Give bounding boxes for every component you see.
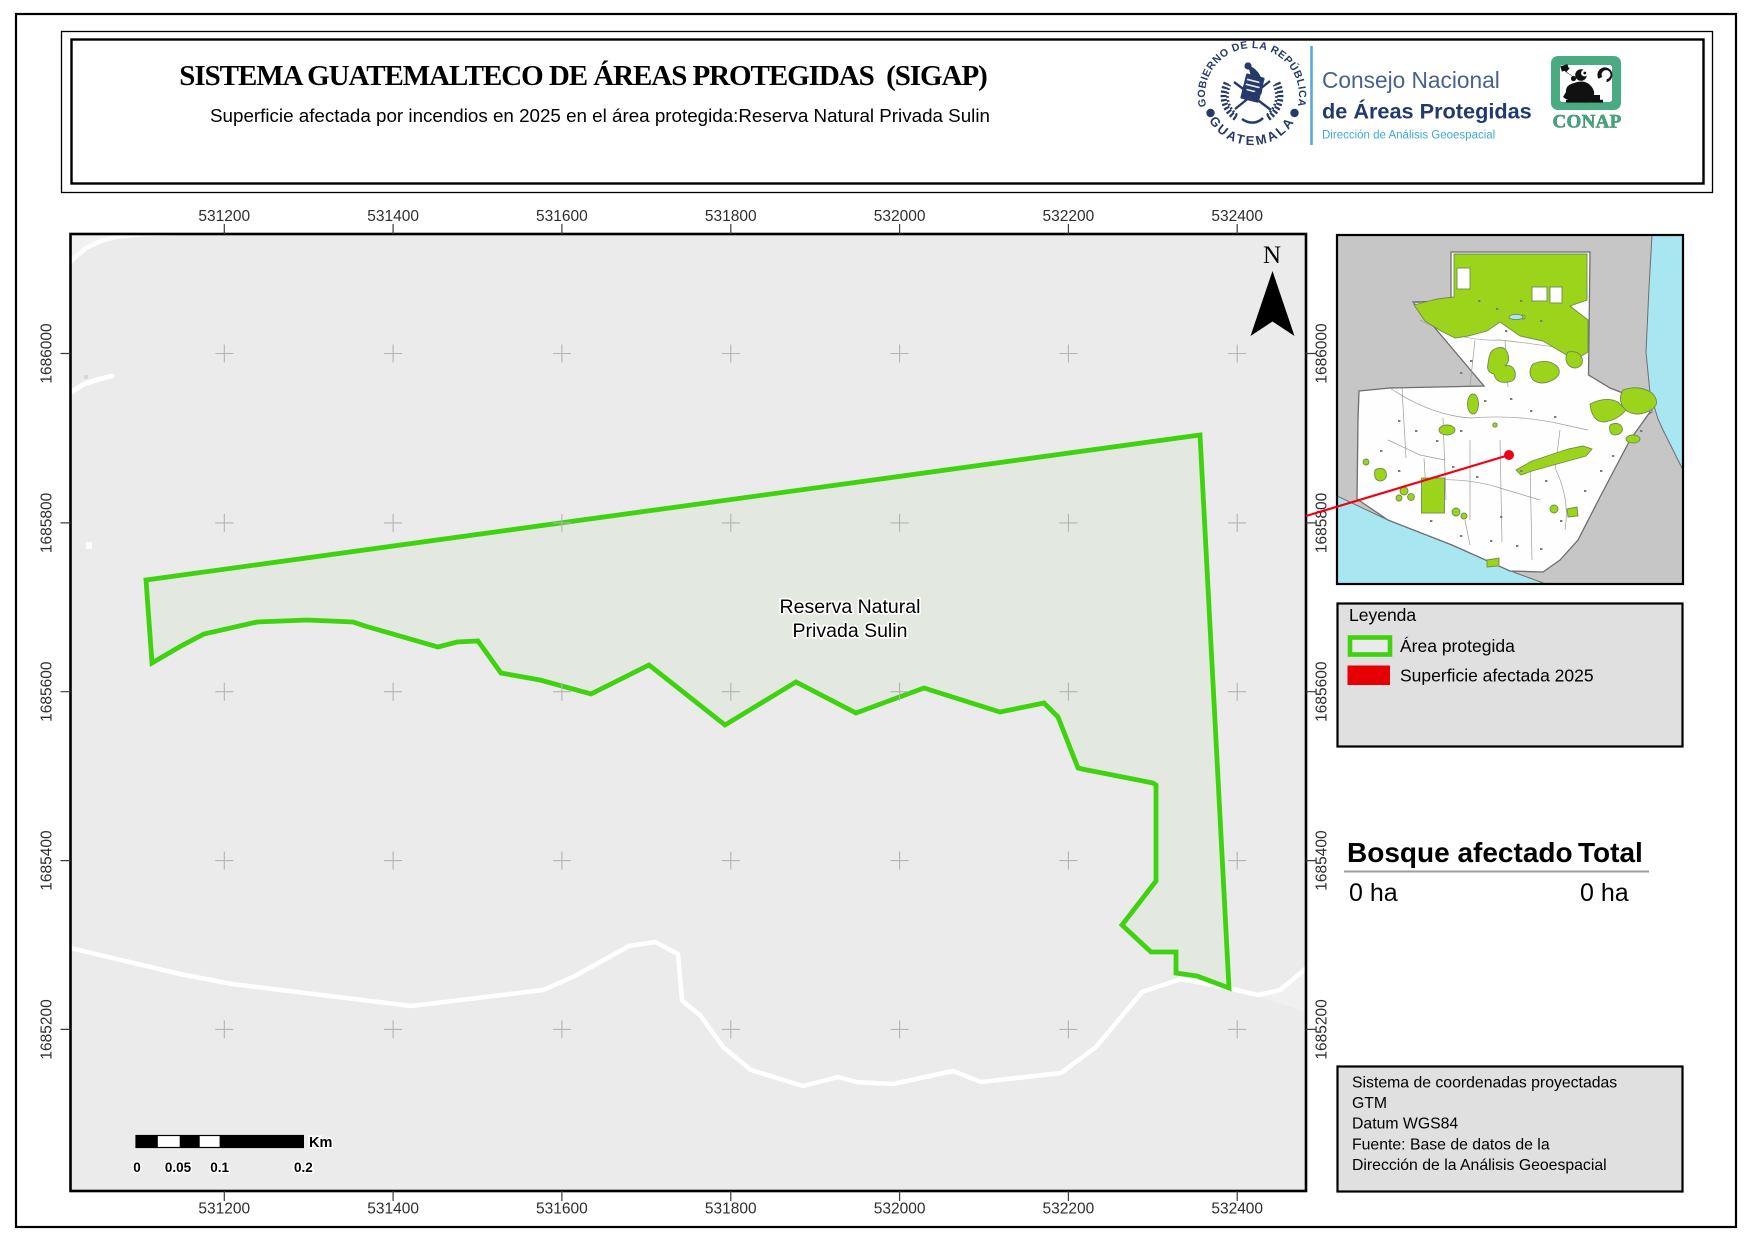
svg-text:Dirección de Análisis Geoespac: Dirección de Análisis Geoespacial (1322, 130, 1495, 142)
svg-text:N: N (1263, 242, 1281, 269)
svg-text:SISTEMA GUATEMALTECO DE ÁREAS: SISTEMA GUATEMALTECO DE ÁREAS PROTEGIDAS… (179, 59, 987, 92)
svg-text:1685200: 1685200 (1314, 999, 1331, 1060)
svg-text:1685600: 1685600 (1314, 661, 1331, 722)
svg-text:532200: 532200 (1043, 208, 1095, 225)
svg-text:531800: 531800 (705, 1201, 757, 1218)
svg-text:Privada Sulin: Privada Sulin (793, 620, 908, 642)
svg-text:Superficie afectada 2025: Superficie afectada 2025 (1400, 666, 1594, 686)
svg-text:531600: 531600 (536, 208, 588, 225)
svg-text:532200: 532200 (1043, 1201, 1095, 1218)
svg-text:Área protegida: Área protegida (1400, 636, 1515, 656)
svg-text:1685600: 1685600 (39, 661, 56, 722)
svg-text:0.05: 0.05 (165, 1160, 192, 1175)
svg-text:0 ha: 0 ha (1349, 879, 1398, 907)
svg-text:Fuente: Base de datos de la: Fuente: Base de datos de la (1352, 1136, 1550, 1153)
svg-text:531600: 531600 (536, 1201, 588, 1218)
svg-text:0.2: 0.2 (294, 1160, 313, 1175)
svg-text:532000: 532000 (874, 1201, 926, 1218)
svg-text:531400: 531400 (367, 1201, 419, 1218)
svg-text:0.1: 0.1 (210, 1160, 229, 1175)
svg-text:1685400: 1685400 (39, 830, 56, 891)
svg-text:531400: 531400 (367, 208, 419, 225)
svg-text:1685400: 1685400 (1314, 830, 1331, 891)
svg-text:531200: 531200 (198, 208, 250, 225)
svg-text:CONAP: CONAP (1552, 112, 1621, 133)
svg-text:Superficie afectada por incend: Superficie afectada por incendios en 202… (210, 105, 990, 126)
svg-text:Sistema de coordenadas proyect: Sistema de coordenadas proyectadas (1352, 1075, 1617, 1092)
svg-text:de Áreas Protegidas: de Áreas Protegidas (1322, 99, 1532, 124)
svg-text:0 ha: 0 ha (1580, 879, 1629, 907)
svg-text:Datum WGS84: Datum WGS84 (1352, 1116, 1458, 1133)
svg-text:532000: 532000 (874, 208, 926, 225)
svg-text:532400: 532400 (1211, 1201, 1263, 1218)
svg-text:Leyenda: Leyenda (1349, 605, 1416, 625)
svg-text:1685200: 1685200 (39, 999, 56, 1060)
svg-text:1686000: 1686000 (1314, 323, 1331, 384)
svg-text:532400: 532400 (1211, 208, 1263, 225)
svg-text:Reserva Natural: Reserva Natural (780, 596, 921, 618)
svg-text:531800: 531800 (705, 208, 757, 225)
svg-text:Km: Km (309, 1135, 332, 1151)
svg-text:531200: 531200 (198, 1201, 250, 1218)
svg-text:0: 0 (133, 1160, 141, 1175)
svg-text:Bosque afectado: Bosque afectado (1347, 837, 1573, 868)
svg-text:Dirección de la Análisis Geoes: Dirección de la Análisis Geoespacial (1352, 1157, 1607, 1174)
svg-text:Total: Total (1578, 837, 1643, 868)
svg-text:1685800: 1685800 (1314, 492, 1331, 553)
svg-text:1686000: 1686000 (39, 323, 56, 384)
svg-text:Consejo Nacional: Consejo Nacional (1322, 67, 1500, 93)
svg-text:1685800: 1685800 (39, 492, 56, 553)
svg-text:GTM: GTM (1352, 1095, 1387, 1112)
